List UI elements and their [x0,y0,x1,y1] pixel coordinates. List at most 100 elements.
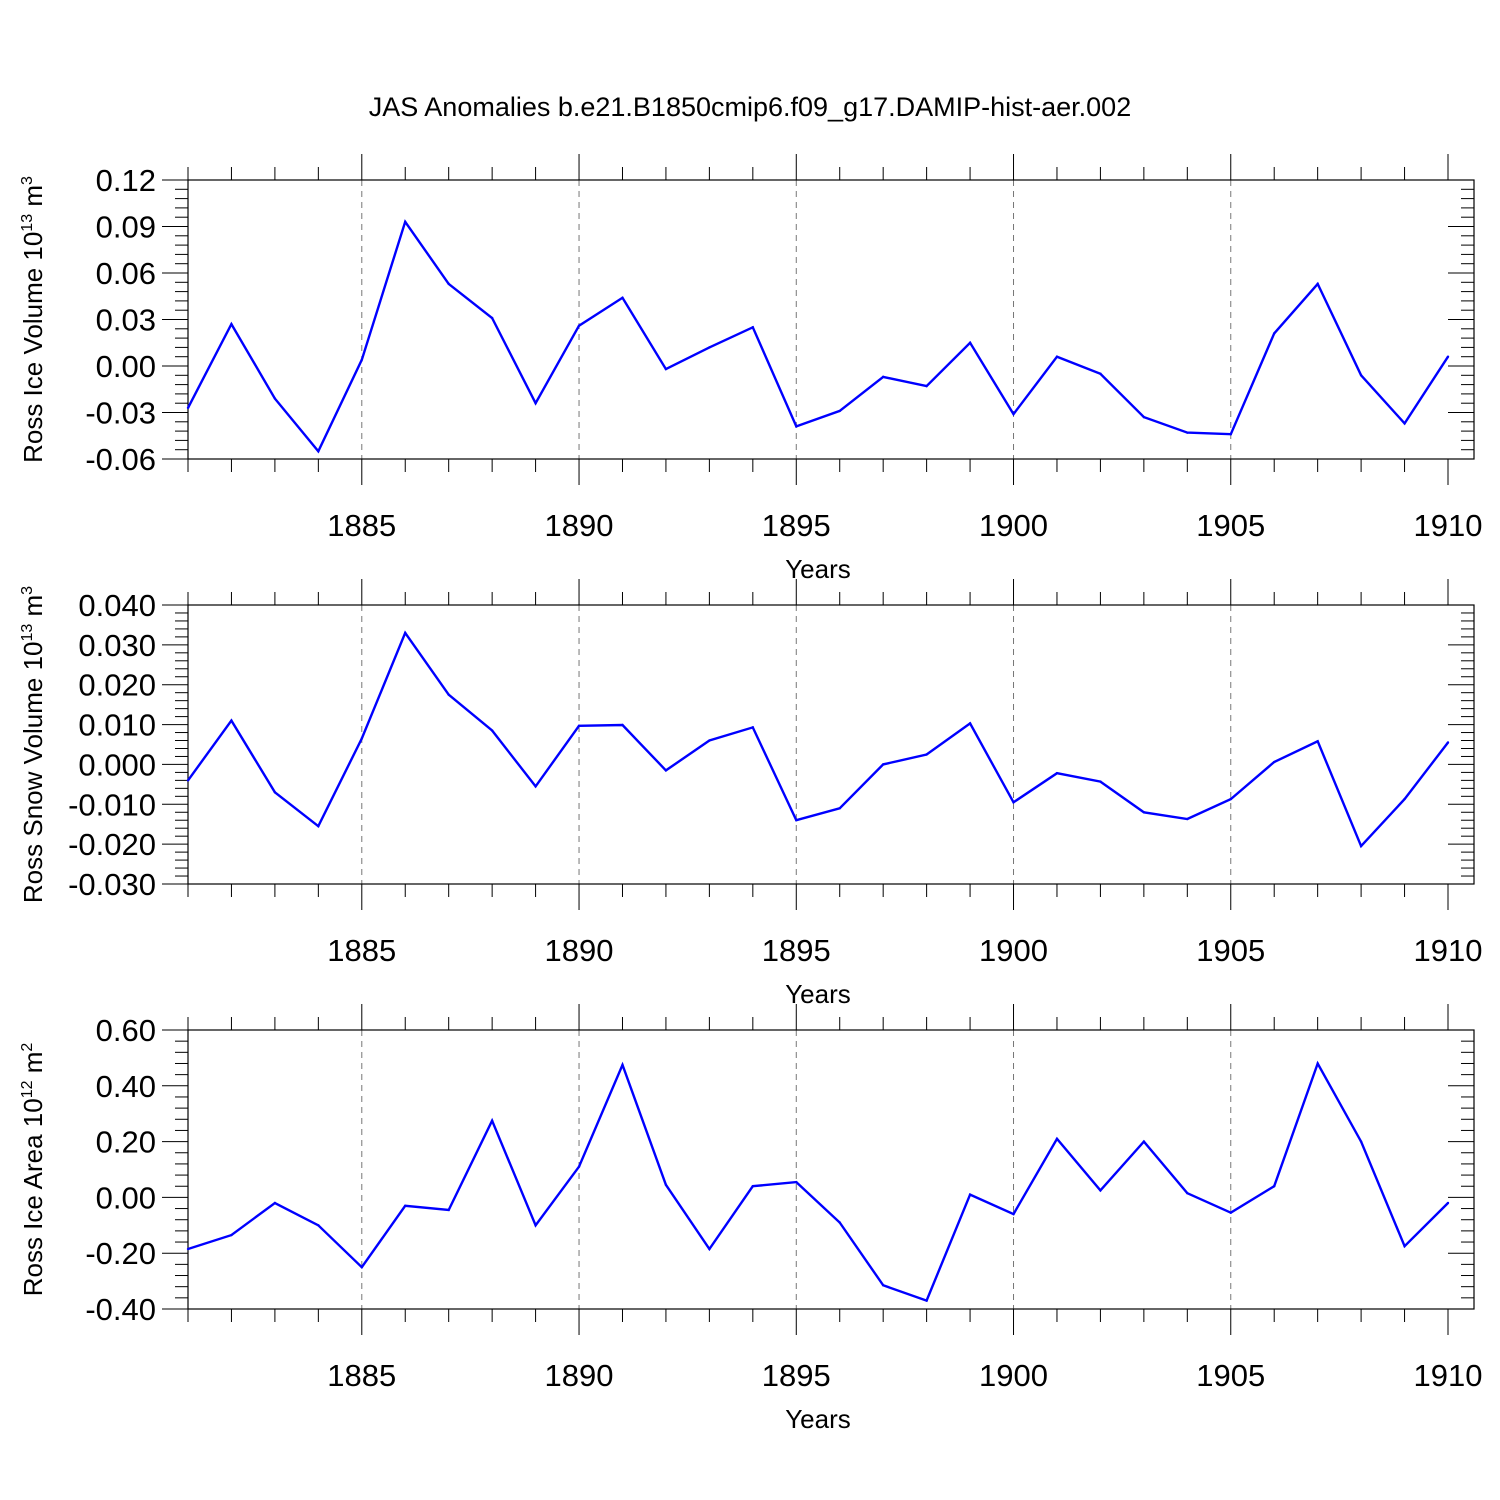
data-point [273,397,277,400]
y-tick-label: 0.60 [96,1013,156,1048]
y-tick-label: -0.03 [85,396,156,431]
y-axis-label-superscript: 12 [19,1080,36,1098]
plot-frame [187,179,1475,460]
data-point [490,1119,494,1122]
x-tick-label: 1890 [545,933,614,968]
data-point [1273,332,1276,335]
y-tick-label: 0.03 [96,303,156,338]
data-point [404,631,407,635]
data-point [1099,780,1102,783]
data-point [577,1165,581,1168]
data-point [664,769,668,772]
data-point [230,1233,233,1237]
data-point [708,1247,711,1251]
data-point [838,807,841,810]
chart-panel-1: -0.06 -0.03 0.00 0.03 0.06 0.09 0.12 1885 1890 18… [18,154,1482,584]
x-tick-label: 1900 [979,933,1048,968]
data-point [1446,741,1450,744]
data-point [968,1193,972,1196]
data-point [621,1063,624,1067]
data-point [1359,844,1363,848]
data-point [577,724,581,727]
data-point [447,693,450,696]
data-point [1055,1137,1059,1141]
data-point [751,1185,755,1188]
data-point [273,1201,277,1205]
plot-frame [187,1029,1475,1310]
y-tick-label: -0.20 [85,1236,156,1271]
data-point [1186,1192,1189,1195]
data-point [1142,1140,1146,1143]
x-tick-label: 1900 [979,1358,1048,1393]
x-tick-label: 1890 [545,508,614,543]
data-point [1099,1189,1102,1192]
data-point [968,722,972,725]
x-axis-label: Years [785,979,851,1009]
data-point [621,296,624,299]
data-point [925,753,928,756]
data-point [1099,372,1102,375]
data-point [534,402,537,405]
data-point [1273,760,1276,764]
data-point [1142,811,1146,814]
y-tick-label: 0.00 [96,349,156,384]
data-point [1359,374,1363,377]
data-point [751,726,755,729]
data-point [1186,817,1189,821]
data-point [708,739,711,742]
data-point [447,282,450,286]
y-tick-label: -0.40 [85,1292,156,1327]
data-point [1273,1185,1276,1188]
data-point [404,1204,407,1207]
y-axis-label-text: m [18,595,48,624]
y-tick-label: 0.00 [96,1180,156,1215]
data-point [925,1299,928,1302]
data-point [1186,431,1189,434]
data-point [317,825,320,828]
y-tick-label: -0.030 [68,867,156,902]
data-point [621,723,624,727]
y-axis-label: Ross Ice Volume 1013 m3 [18,176,48,463]
y-axis-label: Ross Snow Volume 1013 m3 [18,586,48,903]
data-point [360,737,363,740]
x-tick-label: 1890 [545,1358,614,1393]
data-point [1012,1212,1015,1216]
y-tick-label: 0.000 [78,747,156,782]
data-point [1229,1211,1232,1214]
data-point [360,358,363,361]
data-point [925,384,928,388]
data-point [1316,282,1319,286]
data-point [1229,797,1232,801]
x-axis-label: Years [785,554,851,584]
y-axis-label-text: m [18,185,48,214]
y-tick-label: 0.030 [78,628,156,663]
y-tick-label: 0.020 [78,668,156,703]
data-point [360,1265,363,1269]
data-point [230,719,233,722]
data-point [1403,1245,1406,1248]
data-point [186,1247,190,1251]
data-point [1403,422,1406,425]
x-tick-label: 1885 [327,508,396,543]
data-point [404,220,407,224]
chart-panel-2: -0.030 -0.020 -0.010 0.000 0.010 0.020 0.030 0.… [18,579,1482,1009]
data-point [1012,412,1015,416]
y-tick-label: 0.20 [96,1125,156,1160]
series-line [187,1060,1449,1303]
data-point [968,341,972,344]
y-tick-label: 0.06 [96,256,156,291]
x-tick-label: 1895 [762,933,831,968]
data-point [1055,355,1059,358]
x-tick-label: 1905 [1196,1358,1265,1393]
y-tick-label: 0.40 [96,1069,156,1104]
x-tick-label: 1910 [1414,1358,1483,1393]
data-point [881,1284,885,1287]
y-axis-label-superscript: 3 [19,586,36,595]
y-axis-label-superscript: 3 [19,176,36,185]
x-tick-label: 1910 [1414,933,1483,968]
data-point [1446,355,1450,358]
series-line [187,630,1449,849]
data-point [317,450,320,453]
y-axis-label-superscript: 2 [19,1043,36,1052]
